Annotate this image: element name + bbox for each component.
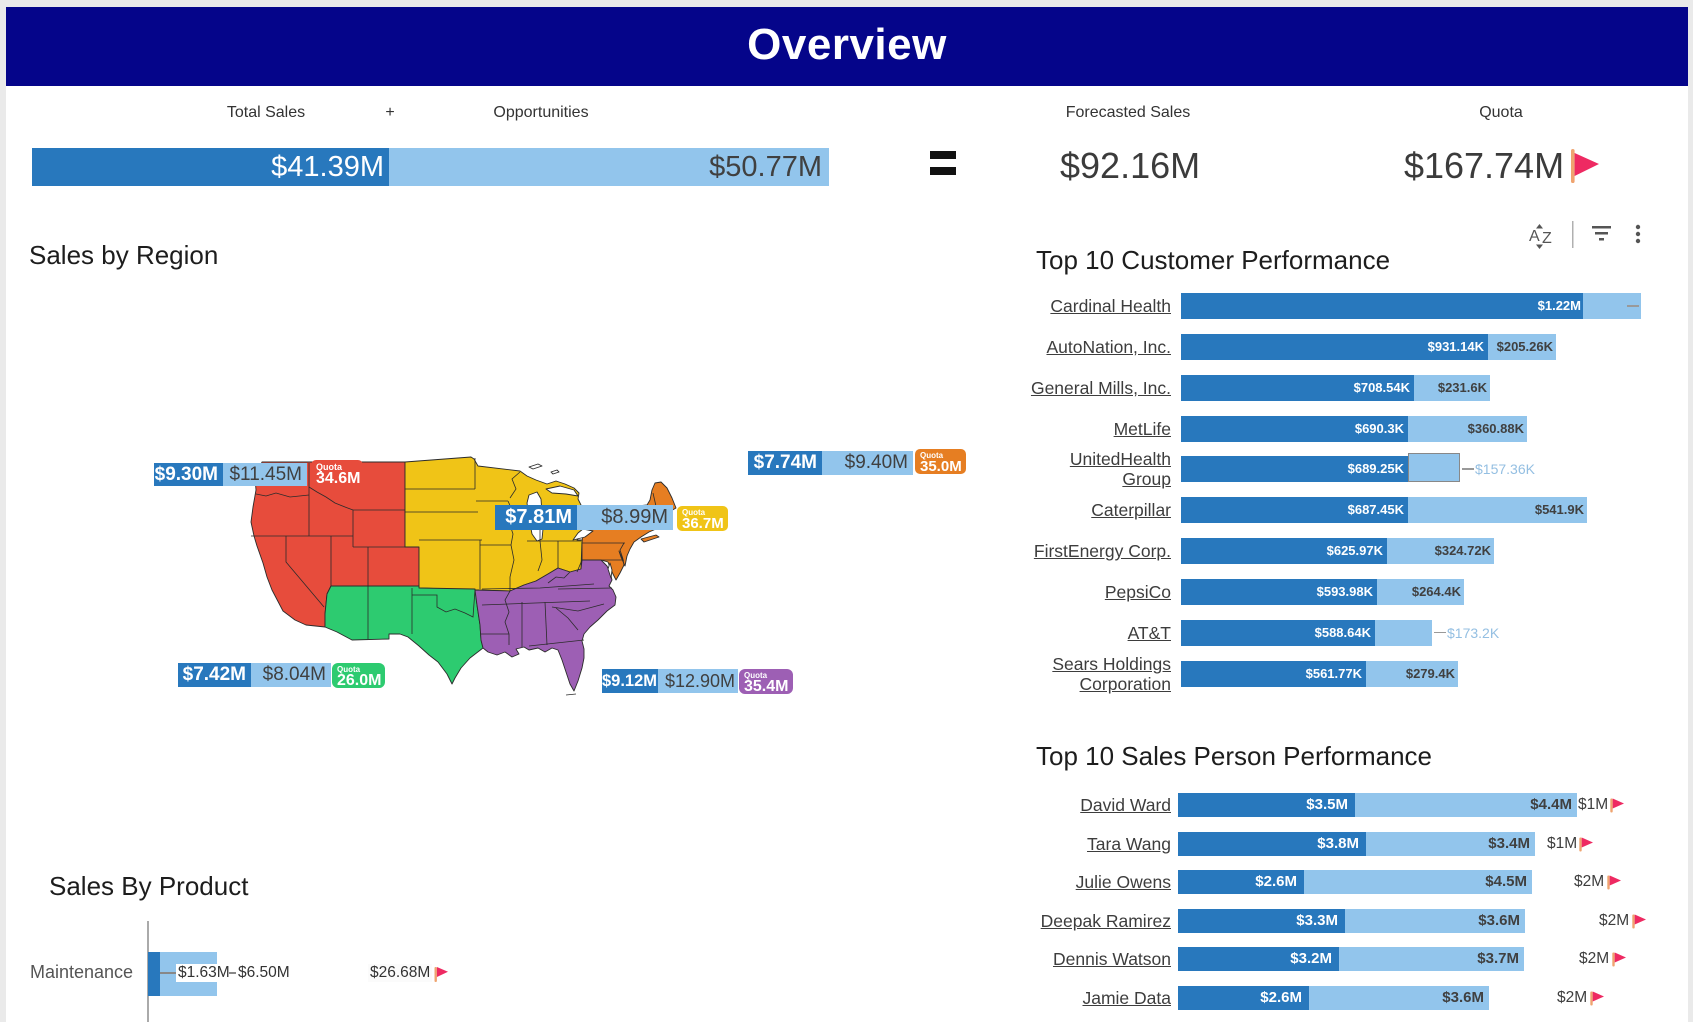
svg-text:A: A [1529, 228, 1540, 245]
svg-text:Z: Z [1542, 230, 1552, 247]
